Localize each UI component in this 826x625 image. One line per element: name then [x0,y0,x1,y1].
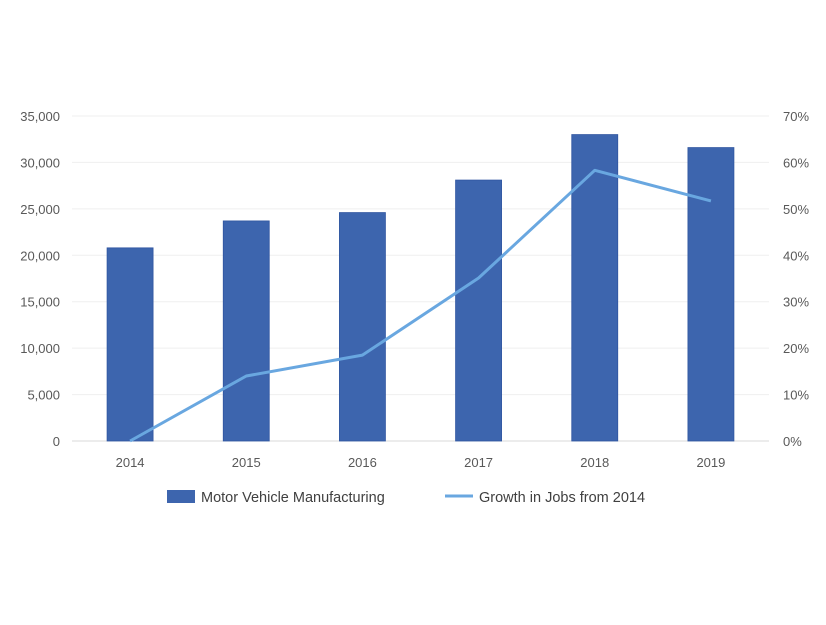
growth-line [130,170,711,441]
bar-2016 [339,213,385,441]
bar-2014 [107,248,153,441]
bar-2018 [572,135,618,441]
legend: Motor Vehicle Manufacturing Growth in Jo… [167,490,645,506]
legend-label-bar: Motor Vehicle Manufacturing [201,490,385,506]
left-tick-label: 20,000 [20,248,60,263]
bar-2017 [456,180,502,441]
left-tick-label: 35,000 [20,109,60,124]
right-tick-label: 40% [783,248,809,263]
right-tick-label: 30% [783,295,809,310]
bar-2019 [688,148,734,441]
bar-2015 [223,221,269,441]
left-tick-label: 30,000 [20,155,60,170]
left-tick-label: 0 [53,434,60,449]
right-tick-label: 50% [783,202,809,217]
left-tick-label: 10,000 [20,341,60,356]
legend-swatch-bar [167,490,195,503]
x-tick-label: 2018 [580,455,609,470]
x-tick-label: 2016 [348,455,377,470]
left-tick-label: 25,000 [20,202,60,217]
right-tick-label: 60% [783,155,809,170]
x-tick-label: 2015 [232,455,261,470]
left-tick-label: 15,000 [20,295,60,310]
x-tick-label: 2019 [696,455,725,470]
right-tick-label: 10% [783,388,809,403]
right-tick-label: 20% [783,341,809,356]
x-tick-label: 2014 [116,455,145,470]
right-tick-label: 0% [783,434,802,449]
left-tick-label: 5,000 [27,388,60,403]
right-tick-label: 70% [783,109,809,124]
x-tick-label: 2017 [464,455,493,470]
legend-label-line: Growth in Jobs from 2014 [479,490,645,506]
